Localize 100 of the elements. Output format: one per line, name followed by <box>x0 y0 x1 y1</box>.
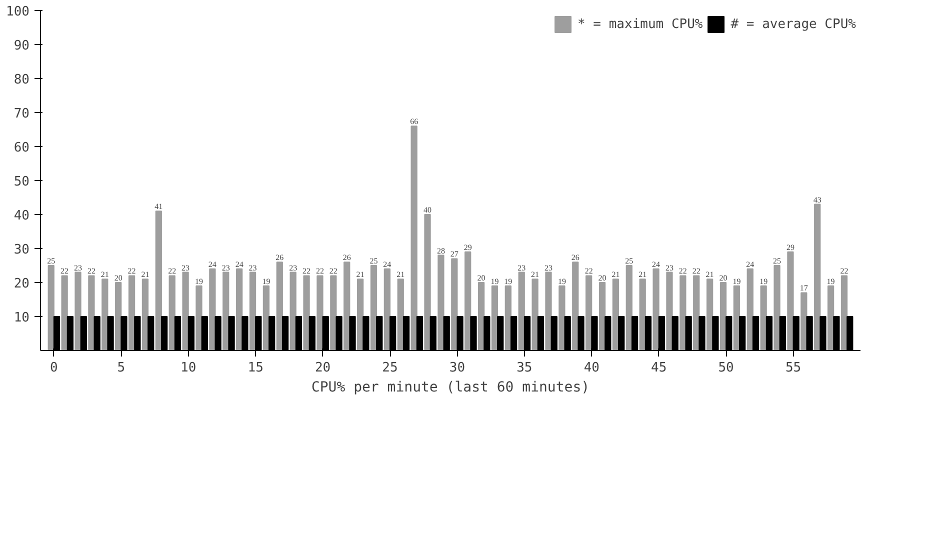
data-label: 21 <box>100 270 109 280</box>
data-label: 25 <box>773 256 782 266</box>
data-label: 26 <box>571 253 580 262</box>
bar <box>196 285 202 350</box>
data-label: 29 <box>786 242 794 252</box>
bar <box>397 278 404 350</box>
data-label: 22 <box>128 266 136 276</box>
x-tick-label: 45 <box>651 360 667 376</box>
data-label: 23 <box>182 263 190 272</box>
bar <box>774 265 780 350</box>
data-label: 22 <box>840 266 848 276</box>
data-label: 17 <box>800 284 808 293</box>
data-label: 22 <box>302 266 311 276</box>
x-tick-label: 5 <box>117 360 126 376</box>
x-tick-label: 50 <box>718 360 734 376</box>
bar <box>706 278 714 350</box>
data-label: 20 <box>598 274 606 282</box>
data-label: 21 <box>396 270 405 280</box>
x-tick-label: 25 <box>382 360 398 376</box>
bar <box>787 251 794 350</box>
data-label: 26 <box>342 253 351 262</box>
data-label: 22 <box>60 266 69 276</box>
bar <box>128 275 136 350</box>
bar <box>330 275 337 350</box>
x-tick-label: 35 <box>516 360 532 376</box>
data-label: 25 <box>625 256 634 266</box>
data-label: 29 <box>464 242 472 252</box>
x-tick-label: 55 <box>785 360 802 376</box>
data-label: 19 <box>760 276 768 286</box>
bar <box>61 275 68 350</box>
data-label: 19 <box>194 276 203 286</box>
bar <box>222 272 230 350</box>
data-label: 27 <box>450 250 458 259</box>
bar <box>276 262 283 350</box>
bar <box>48 265 54 350</box>
x-tick-label: 15 <box>248 360 264 376</box>
bar <box>478 282 485 350</box>
data-label: 22 <box>316 266 324 276</box>
data-label: 23 <box>544 263 552 272</box>
bar <box>410 126 418 350</box>
legend-label: # = average CPU% <box>730 16 856 32</box>
data-label: 43 <box>813 195 822 204</box>
bar <box>249 272 256 350</box>
bar <box>88 275 95 350</box>
data-label: 24 <box>746 260 754 269</box>
data-label: 21 <box>638 270 647 280</box>
bar <box>518 272 525 350</box>
data-label: 24 <box>383 260 392 269</box>
bar <box>384 268 391 350</box>
data-label: 22 <box>87 266 96 276</box>
data-label: 23 <box>248 263 257 272</box>
bar <box>316 275 324 350</box>
bar <box>840 275 848 350</box>
bar <box>545 272 552 350</box>
bar <box>464 251 472 350</box>
data-label: 22 <box>329 266 338 276</box>
y-tick-label: 60 <box>14 140 30 156</box>
data-label: 19 <box>262 276 270 286</box>
y-tick-label: 20 <box>14 276 30 292</box>
data-label: 22 <box>168 266 176 276</box>
bar <box>370 265 378 350</box>
bar <box>74 272 82 350</box>
data-label: 20 <box>719 274 728 282</box>
bar <box>814 204 821 350</box>
data-label: 23 <box>74 263 82 272</box>
bar <box>115 282 122 350</box>
bar <box>209 268 216 350</box>
bar <box>680 275 686 350</box>
bar <box>102 278 108 350</box>
y-tick-label: 100 <box>6 4 30 20</box>
data-label: 24 <box>208 260 216 269</box>
bar <box>626 265 632 350</box>
data-label: 26 <box>276 253 284 262</box>
bar <box>438 254 444 350</box>
x-axis-title: CPU% per minute (last 60 minutes) <box>311 380 590 396</box>
bar <box>168 275 176 350</box>
bar <box>598 282 606 350</box>
bar <box>572 262 579 350</box>
data-label: 19 <box>732 276 741 286</box>
x-tick-label: 40 <box>584 360 600 376</box>
y-tick-label: 90 <box>14 38 30 54</box>
data-label: 19 <box>826 276 835 286</box>
data-label: 24 <box>652 260 660 269</box>
data-label: 20 <box>477 274 486 282</box>
data-label: 23 <box>518 263 526 272</box>
data-label: 23 <box>222 263 230 272</box>
data-label: 22 <box>678 266 687 276</box>
bar <box>451 258 458 350</box>
data-label: 19 <box>558 276 566 286</box>
data-label: 21 <box>531 270 540 280</box>
x-tick-label: 20 <box>314 360 331 376</box>
bar <box>344 262 350 350</box>
y-tick-label: 10 <box>14 310 30 326</box>
data-label: 23 <box>665 263 674 272</box>
data-label: 25 <box>47 256 56 266</box>
bar <box>693 275 700 350</box>
data-label: 21 <box>356 270 364 280</box>
bar <box>586 275 592 350</box>
data-label: 66 <box>410 117 418 126</box>
x-tick-label: 0 <box>50 360 58 376</box>
